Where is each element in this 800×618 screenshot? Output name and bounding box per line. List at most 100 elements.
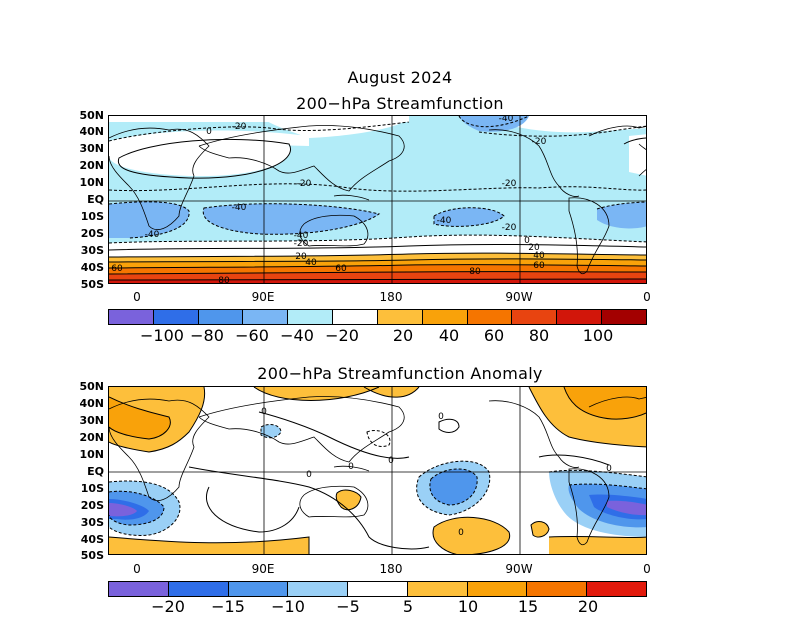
colorbar-label: 80 <box>528 326 550 345</box>
lat-label: 30S <box>80 516 104 529</box>
colorbar-swatch <box>228 582 289 596</box>
contour-label: 60 <box>533 261 545 271</box>
lon-label: 0 <box>133 290 141 304</box>
contour-label: 60 <box>335 264 347 274</box>
contour-label: -20 <box>232 122 247 132</box>
contour-label: -20 <box>502 179 517 189</box>
lat-label: 40S <box>80 261 104 274</box>
lat-label: 10S <box>80 210 104 223</box>
contour-label: -40 <box>499 116 514 124</box>
lat-label: 30N <box>79 414 104 427</box>
colorbar-label: −5 <box>336 597 360 616</box>
contour-label: 40 <box>305 258 317 268</box>
contour-label: 20 <box>295 252 307 262</box>
colorbar-label: 60 <box>483 326 505 345</box>
colorbar-label: 20 <box>392 326 414 345</box>
lat-label: 40N <box>79 125 104 138</box>
colorbar-label: 40 <box>438 326 460 345</box>
colorbar-swatch <box>587 582 647 596</box>
lon-label: 90W <box>505 562 533 576</box>
lat-label: EQ <box>87 193 104 206</box>
colorbar-label: 20 <box>577 597 599 616</box>
lat-label: EQ <box>87 465 104 478</box>
colorbar-label: −80 <box>190 326 224 345</box>
colorbar-label: −15 <box>211 597 245 616</box>
lat-label: 20S <box>80 227 104 240</box>
colorbar-swatch <box>557 310 603 324</box>
lat-label: 40N <box>79 397 104 410</box>
lon-label: 90W <box>505 290 533 304</box>
colorbar-label: −40 <box>280 326 314 345</box>
colorbar-swatch <box>109 310 154 324</box>
contour-label: -20 <box>297 179 312 189</box>
contour-label: 0 <box>524 236 530 246</box>
top-map-title: 200−hPa Streamfunction <box>296 94 504 113</box>
contour-label: -40 <box>294 231 309 241</box>
colorbar-swatch <box>467 310 513 324</box>
contour-label: 0 <box>388 456 394 466</box>
streamfunction-map-graphic: -40 0 -20 -20 -20 -40 -40 -20 -40 -20 -4… <box>109 116 646 284</box>
colorbar-swatch <box>243 310 289 324</box>
contour-label: 0 <box>348 462 354 472</box>
lat-label: 10N <box>79 176 104 189</box>
lat-label: 10N <box>79 448 104 461</box>
lon-label: 180 <box>379 562 403 576</box>
bottom-colorbar <box>108 581 647 597</box>
colorbar-label: −100 <box>140 326 184 345</box>
lat-label: 50S <box>80 549 104 562</box>
lon-label: 0 <box>643 290 651 304</box>
lat-label: 20N <box>79 431 104 444</box>
lat-label: 50S <box>80 278 104 291</box>
lon-label: 180 <box>379 290 403 304</box>
colorbar-label: 100 <box>582 326 614 345</box>
colorbar-swatch <box>198 310 244 324</box>
colorbar-label: −10 <box>271 597 305 616</box>
lat-label: 50N <box>79 109 104 122</box>
contour-label: 0 <box>261 407 267 417</box>
streamfunction-anomaly-map-graphic: 0 0 0 0 0 0 0 <box>109 387 646 554</box>
lat-label: 30S <box>80 244 104 257</box>
contour-label: 80 <box>218 276 230 284</box>
contour-label: -40 <box>437 216 452 226</box>
contour-label: 20 <box>528 243 540 253</box>
date-title: August 2024 <box>347 68 453 87</box>
contour-label: -40 <box>145 230 160 240</box>
lat-label: 10S <box>80 482 104 495</box>
lon-label: 0 <box>643 562 651 576</box>
contour-label: 40 <box>533 251 545 261</box>
colorbar-swatch <box>109 582 169 596</box>
colorbar-label: 15 <box>517 597 539 616</box>
contour-label: -40 <box>232 203 247 213</box>
contour-label: 0 <box>606 464 612 474</box>
colorbar-swatch <box>512 310 558 324</box>
contour-label: -20 <box>532 137 547 147</box>
colorbar-label: 5 <box>402 597 414 616</box>
colorbar-swatch <box>407 582 468 596</box>
lon-label: 90E <box>251 290 275 304</box>
lat-label: 20N <box>79 159 104 172</box>
colorbar-swatch <box>348 582 408 596</box>
contour-label: 0 <box>438 412 444 422</box>
contour-label: 60 <box>111 264 123 274</box>
contour-label: 0 <box>458 528 464 538</box>
colorbar-swatch <box>467 582 528 596</box>
colorbar-swatch <box>422 310 468 324</box>
colorbar-label: −60 <box>235 326 269 345</box>
contour-label: -20 <box>294 239 309 249</box>
contour-label: 0 <box>206 127 212 137</box>
colorbar-swatch <box>602 310 646 324</box>
contour-label: 0 <box>306 470 312 480</box>
colorbar-swatch <box>527 582 588 596</box>
colorbar-label: −20 <box>325 326 359 345</box>
colorbar-swatch <box>333 310 378 324</box>
colorbar-swatch <box>288 310 334 324</box>
lat-label: 20S <box>80 499 104 512</box>
colorbar-label: 10 <box>457 597 479 616</box>
lat-label: 40S <box>80 533 104 546</box>
lat-label: 50N <box>79 380 104 393</box>
contour-label: -20 <box>502 223 517 233</box>
colorbar-swatch <box>288 582 349 596</box>
colorbar-swatch <box>153 310 199 324</box>
bottom-map-title: 200−hPa Streamfunction Anomaly <box>257 364 543 383</box>
lon-label: 90E <box>251 562 275 576</box>
